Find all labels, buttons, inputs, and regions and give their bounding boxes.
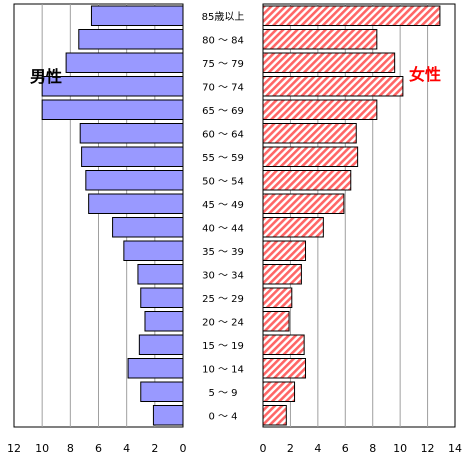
age-group-label: 65 ～ 69 — [202, 106, 244, 117]
male-bar — [81, 146, 184, 167]
male-bar — [79, 123, 184, 144]
female-bar — [262, 334, 305, 355]
female-bar — [262, 405, 287, 426]
female-panel — [262, 3, 456, 428]
male-axis-tick: 0 — [180, 442, 187, 455]
male-bar — [88, 193, 184, 214]
female-axis-tick: 14 — [448, 442, 462, 455]
female-bar — [262, 358, 307, 379]
age-group-label: 40 ～ 44 — [202, 223, 244, 234]
age-group-label: 30 ～ 34 — [202, 270, 244, 281]
female-axis-tick: 0 — [260, 442, 267, 455]
female-axis-tick: 10 — [393, 442, 407, 455]
female-bar — [262, 76, 404, 97]
age-group-label: 55 ～ 59 — [202, 153, 244, 164]
male-axis-tick: 10 — [35, 442, 49, 455]
female-bar — [262, 311, 290, 332]
axis-ticks: 12 10 8 6 4 2 0 0 2 4 6 8 10 12 14 — [7, 442, 462, 455]
age-group-labels: 85歳以上 80 ～ 84 75 ～ 79 70 ～ 74 65 ～ 69 60 ～ 64… — [202, 11, 245, 423]
female-plot-frame — [262, 3, 456, 428]
female-bar — [262, 381, 296, 402]
male-axis-tick: 6 — [95, 442, 102, 455]
male-series-label: 男性 — [30, 67, 62, 86]
female-axis-tick: 8 — [369, 442, 376, 455]
female-bar — [262, 170, 352, 191]
female-bar — [262, 217, 324, 238]
female-bar — [262, 29, 378, 50]
male-bar — [41, 76, 184, 97]
male-bar — [112, 217, 184, 238]
female-bar — [262, 99, 378, 120]
female-axis-tick: 2 — [287, 442, 294, 455]
female-bar — [262, 193, 345, 214]
male-bar — [65, 52, 184, 73]
female-bar — [262, 5, 441, 26]
age-group-label: 70 ～ 74 — [202, 82, 244, 93]
male-axis-tick: 4 — [123, 442, 130, 455]
female-bar — [262, 52, 396, 73]
age-group-label: 10 ～ 14 — [202, 364, 244, 375]
female-series-label: 女性 — [409, 65, 441, 84]
female-bar — [262, 240, 307, 261]
male-axis-tick: 2 — [151, 442, 158, 455]
male-bar — [78, 29, 184, 50]
male-bar — [90, 5, 184, 26]
male-bar — [138, 334, 184, 355]
female-bar — [262, 287, 293, 308]
age-group-label: 80 ～ 84 — [202, 35, 244, 46]
male-bar — [152, 405, 184, 426]
male-axis-tick: 12 — [7, 442, 21, 455]
male-bar — [140, 381, 184, 402]
male-bar — [140, 287, 184, 308]
female-axis-tick: 12 — [421, 442, 435, 455]
male-bar — [127, 358, 184, 379]
age-group-label: 5 ～ 9 — [208, 388, 237, 399]
male-panel — [13, 3, 184, 428]
female-axis-tick: 4 — [314, 442, 321, 455]
age-group-label: 50 ～ 54 — [202, 176, 244, 187]
female-bar — [262, 123, 357, 144]
age-group-label: 25 ～ 29 — [202, 294, 244, 305]
male-bar — [144, 311, 184, 332]
male-bar — [85, 170, 184, 191]
age-group-label: 60 ～ 64 — [202, 129, 244, 140]
male-axis-tick: 8 — [67, 442, 74, 455]
age-group-label: 45 ～ 49 — [202, 200, 244, 211]
male-bar — [41, 99, 184, 120]
age-group-label: 0 ～ 4 — [208, 411, 237, 422]
age-group-label: 85歳以上 — [202, 11, 245, 23]
age-group-label: 15 ～ 19 — [202, 341, 244, 352]
age-group-label: 35 ～ 39 — [202, 247, 244, 258]
female-axis-tick: 6 — [342, 442, 349, 455]
female-bar — [262, 146, 359, 167]
age-group-label: 20 ～ 24 — [202, 317, 244, 328]
age-group-label: 75 ～ 79 — [202, 59, 244, 70]
male-bar — [137, 264, 184, 285]
female-bar — [262, 264, 302, 285]
male-bar — [123, 240, 184, 261]
